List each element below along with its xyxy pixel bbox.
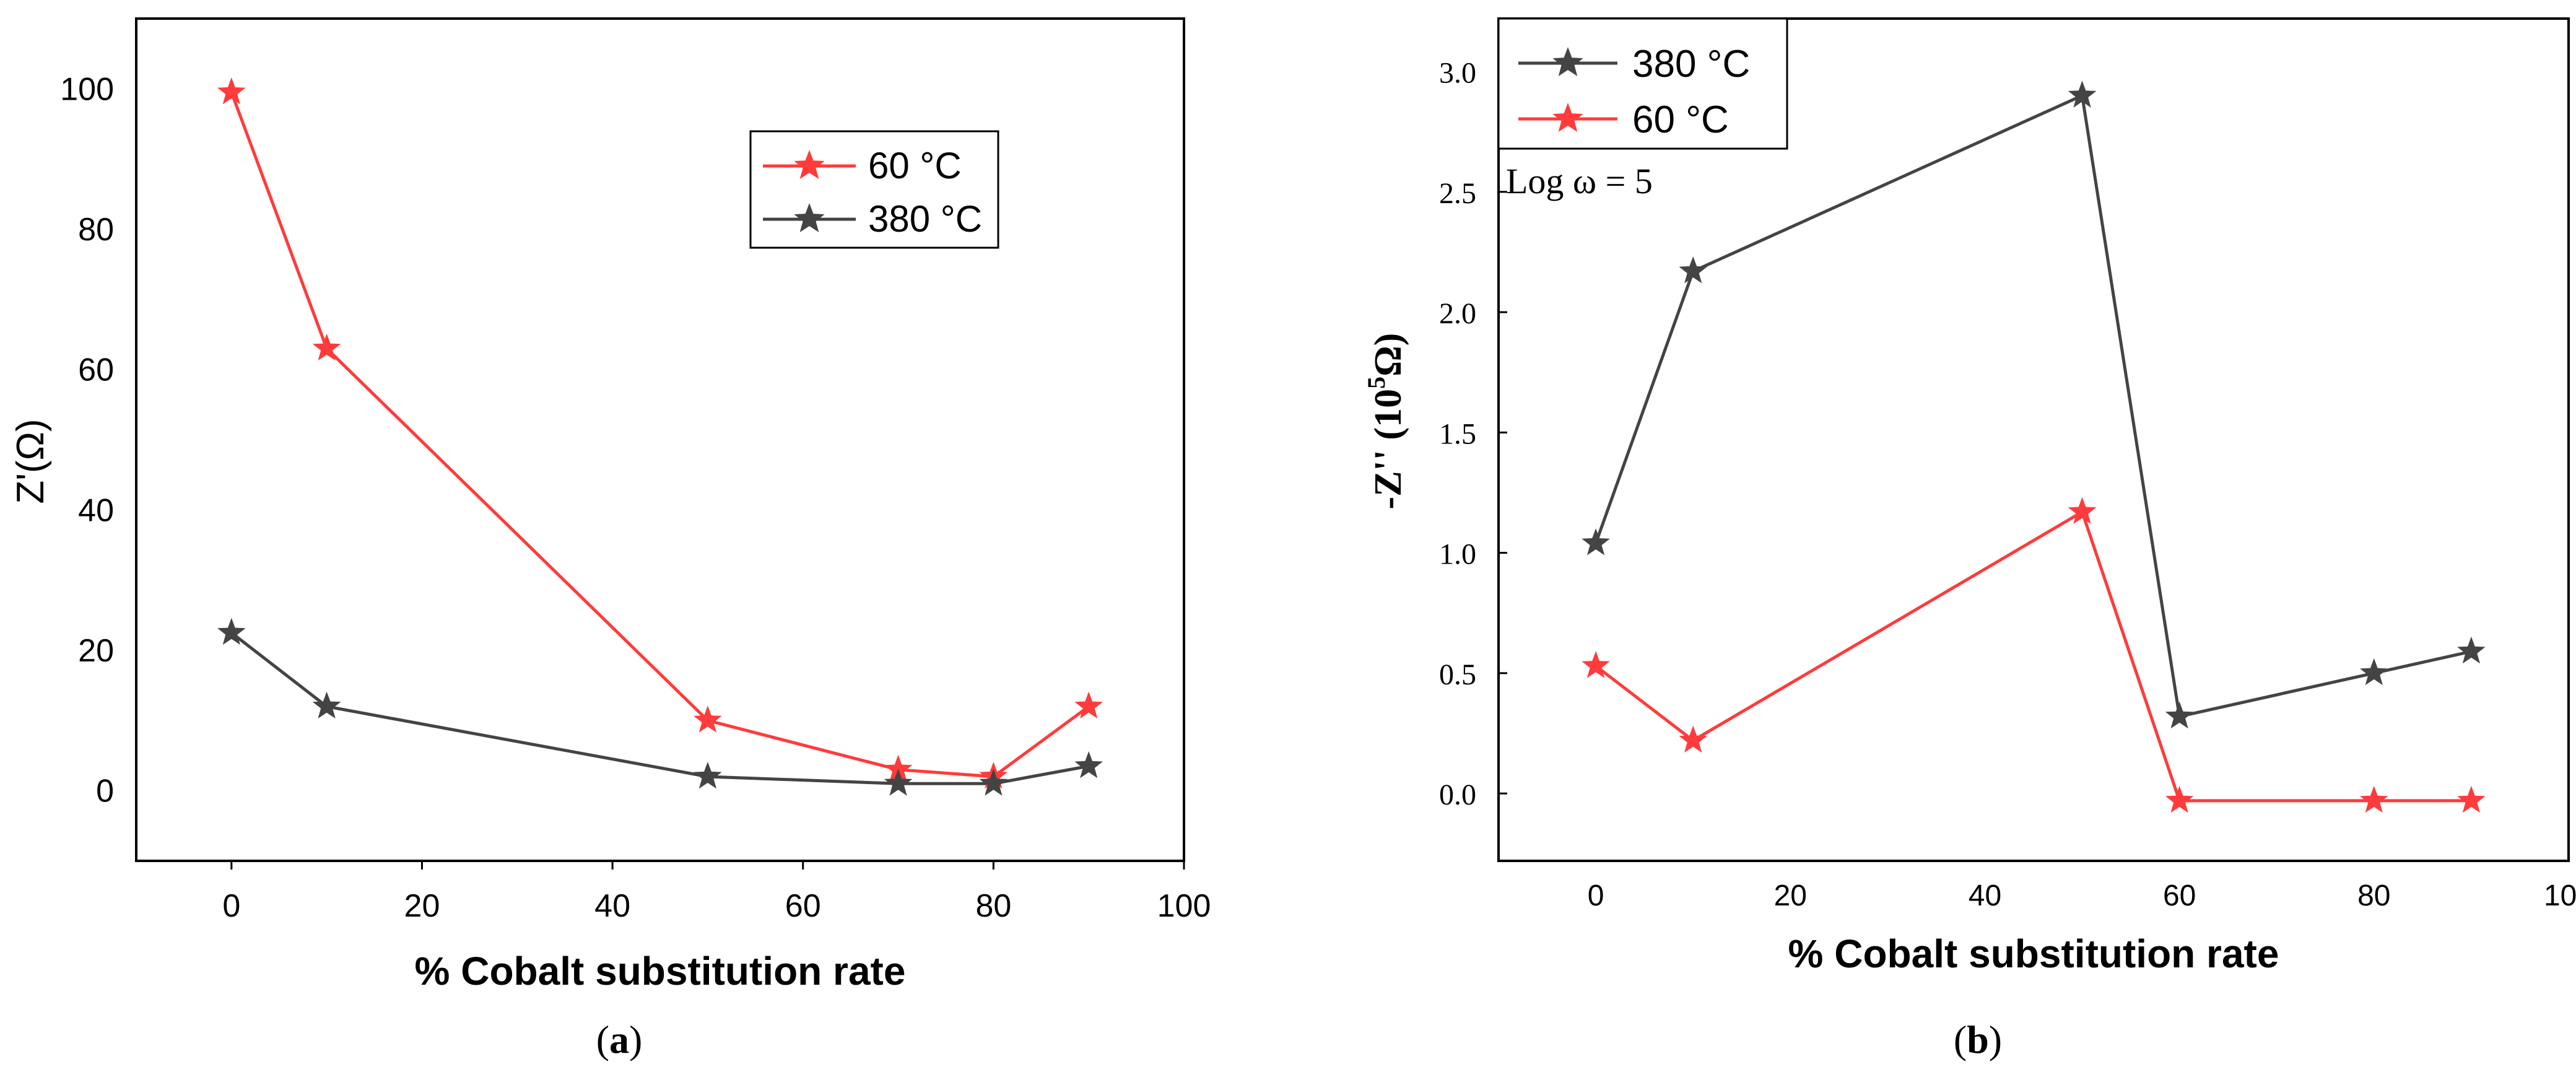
chart-b-y-tick-label: 0.5 <box>1439 658 1476 691</box>
chart-a-legend-entry-1: 60 °C <box>763 145 962 186</box>
chart-b-x-axis-label: % Cobalt substitution rate <box>1788 931 2279 976</box>
chart-a-data-point <box>1074 751 1103 778</box>
chart-a-data-point <box>217 77 246 105</box>
chart-b-legend-label-2: 60 °C <box>1632 98 1729 141</box>
chart-b-data-point <box>1582 651 1610 678</box>
chart-a-data-point <box>694 705 722 733</box>
chart-b-legend: 380 °C 60 °C <box>1497 17 1788 150</box>
chart-b-y-tick-label: 2.0 <box>1439 297 1476 330</box>
chart-a-series-line-2 <box>230 631 1089 785</box>
chart-b-data-point <box>2165 785 2194 813</box>
chart-b-y-ticks: 0.0 0.5 1.0 1.5 2.0 2.5 3.0 <box>1439 56 1507 811</box>
chart-a-legend-label-2: 380 °C <box>868 198 982 240</box>
chart-a-legend: 60 °C 380 °C <box>749 130 999 249</box>
chart-b-data-point <box>2068 497 2097 524</box>
chart-b-annotation: Log ω = 5 <box>1506 161 1653 201</box>
chart-b-data-point <box>2360 658 2388 686</box>
chart-a-legend-marker-1 <box>794 150 825 179</box>
chart-a-data-point <box>312 333 341 361</box>
chart-a-x-tick-label: 0 <box>222 888 240 924</box>
chart-b-x-tick-label: 100 <box>2544 879 2576 912</box>
chart-b-y-axis-label: -Z'' (105Ω) <box>1362 333 1409 510</box>
chart-b-y-tick-label: 2.5 <box>1439 177 1476 210</box>
chart-b-panel-label: (b) <box>1954 1018 2002 1062</box>
chart-a: 0 20 40 60 80 100 0 20 40 60 80 100 60 °C 380 °C Z… <box>9 17 1211 1062</box>
chart-b-series-line-1 <box>1594 94 2472 718</box>
chart-b-legend-entry-2: 60 °C <box>1518 98 1729 141</box>
chart-b-data-point <box>2165 701 2194 729</box>
chart-b-data-point <box>2068 81 2097 108</box>
chart-a-y-axis-label: Z'(Ω) <box>9 419 52 504</box>
chart-b-legend-entry-1: 380 °C <box>1518 43 1750 85</box>
chart-b-data-point <box>1679 256 1707 284</box>
chart-b-y-tick-label: 3.0 <box>1439 56 1476 89</box>
chart-a-legend-entry-2: 380 °C <box>763 198 982 240</box>
chart-a-data-point <box>979 769 1008 796</box>
chart-a-data-point <box>884 769 913 796</box>
chart-a-data-point <box>884 754 913 782</box>
chart-a-panel-label: (a) <box>596 1018 643 1062</box>
chart-b-data-point <box>2360 785 2388 813</box>
chart-a-y-tick-label: 0 <box>96 774 114 809</box>
chart-b: 0 20 40 60 80 100 0.0 0.5 1.0 1.5 2.0 2.5 3.0 380 °… <box>1362 17 2576 1062</box>
chart-a-x-tick-label: 40 <box>594 888 630 924</box>
chart-b-x-ticks: 0 20 40 60 80 100 <box>1588 879 2576 912</box>
chart-a-x-tick-label: 20 <box>404 888 440 924</box>
chart-b-x-tick-label: 40 <box>1969 879 2001 912</box>
chart-b-series <box>1582 81 2486 813</box>
chart-b-y-tick-label: 1.0 <box>1439 538 1476 571</box>
chart-a-y-tick-label: 100 <box>60 71 114 107</box>
chart-b-y-tick-label: 1.5 <box>1439 417 1476 450</box>
chart-b-x-tick-label: 60 <box>2163 879 2196 912</box>
chart-a-x-ticks: 0 20 40 60 80 100 <box>222 861 1211 924</box>
chart-a-legend-marker-2 <box>794 203 825 232</box>
chart-a-y-tick-label: 60 <box>78 352 114 388</box>
chart-a-y-tick-label: 80 <box>78 212 114 248</box>
chart-b-legend-box <box>1497 17 1788 150</box>
chart-a-frame <box>135 17 1185 862</box>
chart-a-y-tick-label: 40 <box>78 492 114 528</box>
chart-a-x-axis-label: % Cobalt substitution rate <box>415 949 906 993</box>
chart-a-y-ticks: 0 20 40 60 80 100 <box>60 71 114 809</box>
chart-a-data-point <box>312 691 341 719</box>
chart-a-series-line-1 <box>230 92 1090 778</box>
chart-b-data-point <box>1582 528 1610 556</box>
chart-b-legend-label-1: 380 °C <box>1632 43 1750 85</box>
chart-b-x-tick-label: 20 <box>1774 879 1807 912</box>
chart-a-legend-label-1: 60 °C <box>868 145 962 186</box>
chart-b-y-tick-label: 0.0 <box>1439 778 1476 811</box>
chart-a-data-point <box>1074 691 1103 719</box>
chart-a-data-point <box>694 762 722 789</box>
chart-b-legend-marker-1 <box>1552 47 1583 76</box>
chart-b-frame <box>1497 17 2570 862</box>
chart-b-legend-marker-2 <box>1552 103 1583 132</box>
chart-a-data-point <box>217 617 246 645</box>
chart-b-series-line-2 <box>1595 510 2471 803</box>
chart-a-x-tick-label: 100 <box>1157 888 1211 924</box>
chart-b-data-point <box>2457 785 2486 813</box>
chart-a-legend-box <box>749 130 999 249</box>
chart-a-series <box>217 77 1103 796</box>
chart-a-x-tick-label: 80 <box>975 888 1011 924</box>
chart-b-x-tick-label: 80 <box>2357 879 2390 912</box>
chart-a-y-tick-label: 20 <box>78 633 114 669</box>
chart-b-data-point <box>1679 725 1707 753</box>
chart-a-x-tick-label: 60 <box>785 888 821 924</box>
chart-b-x-tick-label: 0 <box>1588 879 1604 912</box>
chart-b-data-point <box>2457 636 2486 664</box>
